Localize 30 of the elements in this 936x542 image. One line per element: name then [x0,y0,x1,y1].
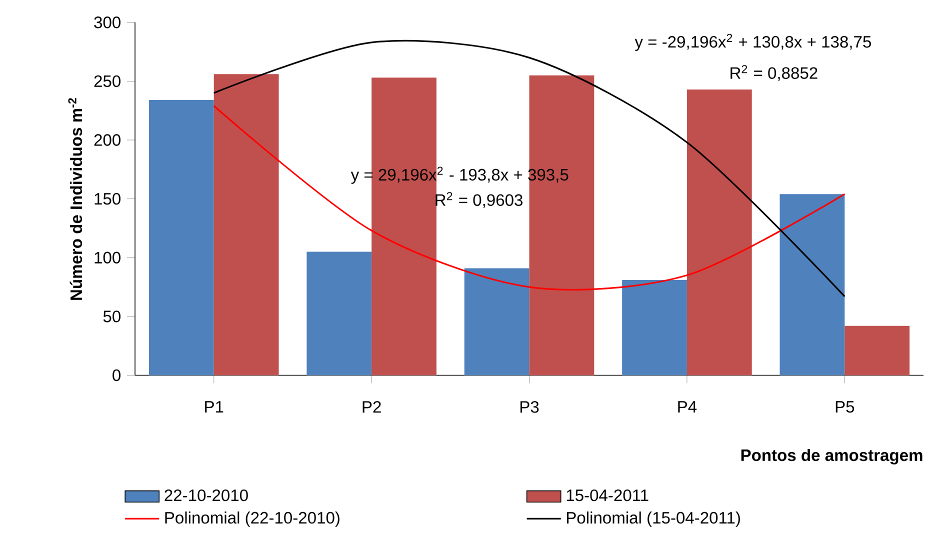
legend-label: Polinomial (22-10-2010) [165,511,340,527]
bar [214,74,279,376]
x-axis-title: Pontos de amostragem [741,448,922,464]
y-tick-label: 300 [94,16,120,28]
bar [844,326,910,376]
legend-label: Polinomial (15-04-2011) [566,511,740,527]
bar [148,100,214,376]
legend-label: 22-10-2010 [164,489,248,502]
text: Número de Individuos m$^{-2}$ [68,98,82,300]
bar [686,89,752,376]
x-tick-label: P2 [362,401,381,413]
bar [780,194,845,376]
y-tick-label: 150 [94,192,120,205]
legend-label: 15-04-2011 [566,489,648,502]
bar [306,252,372,376]
annotation: y = -29,196x$^{2}$ + 130,8x + 138,75 [634,34,871,51]
y-tick-label: 0 [112,369,120,382]
y-tick-label: 50 [103,310,120,322]
x-tick-label: P1 [205,401,224,412]
y-tick-label: 100 [94,252,120,264]
x-tick-label: P4 [678,401,697,412]
x-tick-label: P5 [836,401,854,413]
y-tick-label: 200 [94,134,120,146]
x-tick-label: P3 [520,401,539,413]
bar [622,280,687,376]
bar [464,268,530,376]
bar [529,75,594,376]
annotation: R$^{2}$ = 0,8852 [730,65,818,81]
y-tick-label: 250 [94,75,120,88]
bar [372,78,436,376]
